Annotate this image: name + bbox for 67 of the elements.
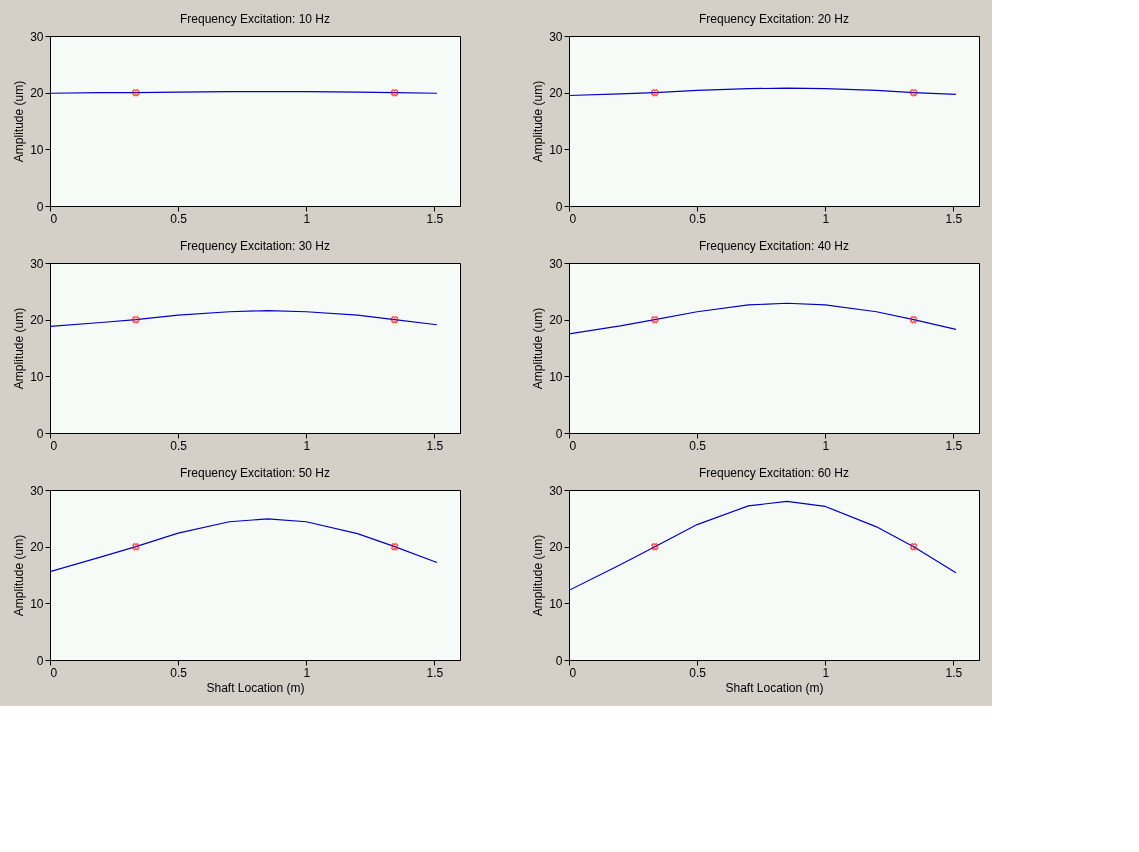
x-tick-label: 0 [569, 665, 577, 680]
x-tick-label: 0.5 [689, 211, 707, 226]
y-axis-title: Amplitude (um) [531, 80, 546, 163]
y-tick-label: 10 [30, 369, 44, 384]
chart-title: Frequency Excitation: 10 Hz [179, 12, 331, 26]
y-tick-label: 30 [30, 483, 44, 498]
y-tick-label: 20 [30, 540, 44, 555]
x-tick-label: 1.5 [945, 438, 963, 453]
y-tick-label: 20 [549, 86, 563, 101]
y-axis-title: Amplitude (um) [531, 307, 546, 390]
chart-title: Frequency Excitation: 50 Hz [179, 466, 331, 480]
x-tick-label: 0 [50, 211, 58, 226]
x-tick-label: 1 [303, 665, 311, 680]
y-axis-title: Amplitude (um) [531, 534, 546, 617]
x-tick-label: 1.5 [945, 211, 963, 226]
x-tick-label: 0 [569, 211, 577, 226]
x-tick-label: 1 [822, 665, 830, 680]
y-tick-label: 30 [549, 256, 563, 271]
y-tick-label: 20 [30, 86, 44, 101]
x-tick-label: 1 [303, 438, 311, 453]
y-tick-label: 0 [36, 199, 44, 214]
y-tick-label: 30 [30, 256, 44, 271]
y-tick-label: 10 [549, 142, 563, 157]
line-series [569, 87, 957, 97]
y-tick-label: 10 [30, 596, 44, 611]
y-tick-label: 20 [30, 313, 44, 328]
x-tick-label: 1.5 [426, 665, 444, 680]
y-tick-label: 10 [30, 142, 44, 157]
x-tick-label: 1 [822, 438, 830, 453]
y-tick-label: 20 [549, 540, 563, 555]
x-tick-label: 0 [50, 438, 58, 453]
y-axis-title: Amplitude (um) [12, 307, 27, 390]
line-series [50, 310, 438, 328]
y-tick-label: 10 [549, 369, 563, 384]
x-tick-label: 0 [569, 438, 577, 453]
x-tick-label: 0 [50, 665, 58, 680]
y-tick-label: 20 [549, 313, 563, 328]
x-tick-label: 1.5 [426, 211, 444, 226]
chart-title: Frequency Excitation: 30 Hz [179, 239, 331, 253]
chart-title: Frequency Excitation: 60 Hz [698, 466, 850, 480]
y-tick-label: 0 [36, 653, 44, 668]
chart-title: Frequency Excitation: 20 Hz [698, 12, 850, 26]
y-tick-label: 30 [549, 29, 563, 44]
line-series [569, 302, 957, 335]
x-tick-label: 1 [303, 211, 311, 226]
y-tick-label: 0 [555, 426, 563, 441]
x-axis-title: Shaft Location (m) [206, 680, 305, 695]
x-tick-label: 1.5 [945, 665, 963, 680]
y-axis-title: Amplitude (um) [12, 80, 27, 163]
y-tick-label: 0 [36, 426, 44, 441]
x-tick-label: 0.5 [170, 438, 188, 453]
y-tick-label: 30 [549, 483, 563, 498]
x-tick-label: 1 [822, 211, 830, 226]
line-series [569, 500, 957, 591]
x-axis-title: Shaft Location (m) [725, 680, 824, 695]
x-tick-label: 1.5 [426, 438, 444, 453]
x-tick-label: 0.5 [689, 438, 707, 453]
y-tick-label: 0 [555, 199, 563, 214]
x-tick-label: 0.5 [170, 665, 188, 680]
y-tick-label: 30 [30, 29, 44, 44]
x-tick-label: 0.5 [689, 665, 707, 680]
y-tick-label: 0 [555, 653, 563, 668]
x-tick-label: 0.5 [170, 211, 188, 226]
line-series [50, 518, 438, 573]
chart-title: Frequency Excitation: 40 Hz [698, 239, 850, 253]
y-axis-title: Amplitude (um) [12, 534, 27, 617]
y-tick-label: 10 [549, 596, 563, 611]
